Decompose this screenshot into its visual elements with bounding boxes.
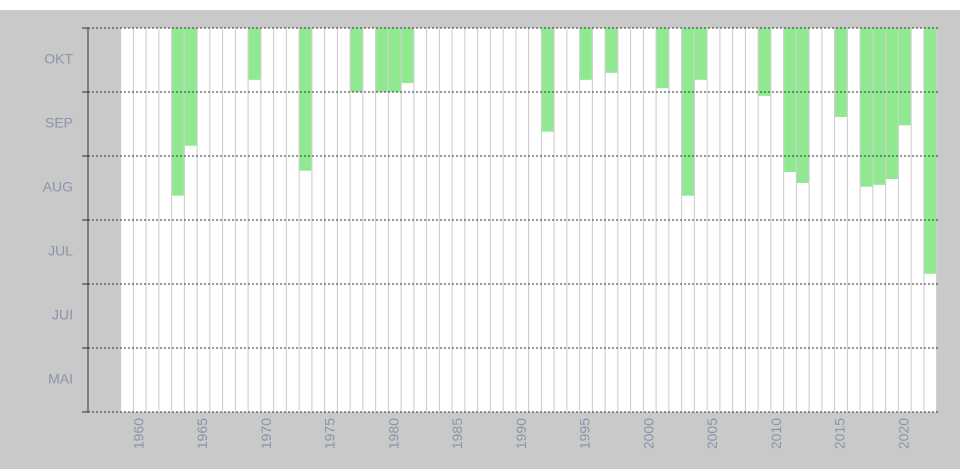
x-tick-label: 1975	[322, 418, 338, 449]
x-tick-label: 1965	[194, 418, 210, 449]
bar	[605, 28, 618, 73]
column	[261, 28, 274, 412]
x-tick-label: 2015	[832, 418, 848, 449]
column	[388, 28, 401, 412]
column	[796, 28, 809, 412]
column	[656, 28, 669, 412]
column	[248, 28, 261, 412]
column	[529, 28, 541, 412]
column	[733, 28, 745, 412]
bar	[184, 28, 197, 146]
x-tick-label: 1960	[130, 418, 146, 449]
bar	[682, 28, 694, 196]
y-tick-label: OKT	[44, 51, 73, 67]
column	[184, 28, 197, 412]
bar	[401, 28, 414, 84]
bar	[758, 28, 771, 96]
bar	[924, 28, 937, 274]
bar	[898, 28, 911, 126]
x-tick-label: 1985	[449, 418, 465, 449]
bar	[886, 28, 898, 180]
x-tick-label: 1980	[385, 418, 401, 449]
column	[541, 28, 554, 412]
y-tick-label: MAI	[48, 371, 73, 387]
bar	[172, 28, 184, 196]
column	[197, 28, 210, 412]
bar	[835, 28, 847, 117]
y-tick-label: JUL	[48, 243, 73, 259]
column	[516, 28, 529, 412]
bar	[299, 28, 312, 171]
x-tick-label: 1990	[513, 418, 529, 449]
x-tick-label: 2020	[895, 418, 911, 449]
x-tick-label: 1970	[258, 418, 274, 449]
y-tick-label: AUG	[43, 179, 73, 195]
column	[745, 28, 758, 412]
y-tick-label: SEP	[45, 115, 73, 131]
column	[669, 28, 682, 412]
column	[133, 28, 146, 412]
column	[809, 28, 822, 412]
y-tick-label: JUI	[52, 307, 73, 323]
column	[605, 28, 618, 412]
bar	[796, 28, 809, 183]
x-tick-label: 2005	[704, 418, 720, 449]
bar	[656, 28, 669, 89]
column	[592, 28, 605, 412]
bar	[376, 28, 388, 92]
bar	[580, 28, 592, 80]
bar	[350, 28, 363, 92]
bar	[860, 28, 873, 187]
bar	[784, 28, 796, 172]
bar	[541, 28, 554, 132]
x-tick-label: 1995	[577, 418, 593, 449]
x-tick-label: 2000	[640, 418, 656, 449]
column	[337, 28, 350, 412]
column	[873, 28, 886, 412]
bar	[694, 28, 707, 80]
column	[376, 28, 388, 412]
column	[860, 28, 873, 412]
column	[452, 28, 465, 412]
column	[720, 28, 733, 412]
column	[121, 28, 133, 412]
bar	[873, 28, 886, 185]
column	[312, 28, 325, 412]
x-tick-label: 2010	[768, 418, 784, 449]
column	[401, 28, 414, 412]
column	[325, 28, 337, 412]
bar	[388, 28, 401, 92]
bar	[248, 28, 261, 80]
column	[784, 28, 796, 412]
column	[465, 28, 478, 412]
